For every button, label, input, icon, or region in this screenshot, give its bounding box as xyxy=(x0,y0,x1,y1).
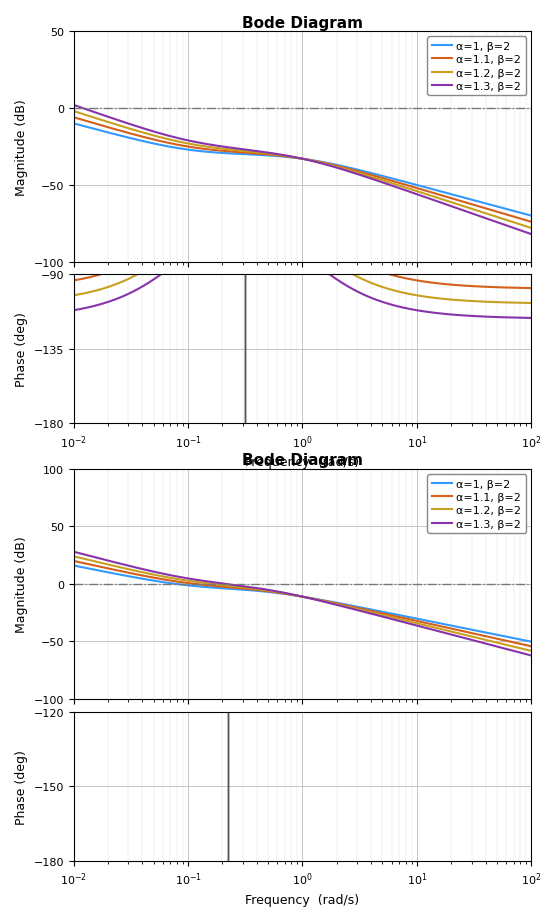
α=1, β=2 xyxy=(94,565,100,576)
α=1.2, β=2 xyxy=(528,223,535,234)
α=1.3, β=2 xyxy=(514,647,521,658)
α=1.3, β=2 xyxy=(515,647,522,658)
α=1, β=2 xyxy=(528,637,535,648)
α=1, β=2 xyxy=(431,617,437,628)
Line: α=1.1, β=2: α=1.1, β=2 xyxy=(74,561,531,647)
Legend: α=1, β=2, α=1.1, β=2, α=1.2, β=2, α=1.3, β=2: α=1, β=2, α=1.1, β=2, α=1.2, β=2, α=1.3,… xyxy=(427,475,526,534)
α=1, β=2 xyxy=(514,634,521,645)
α=1.2, β=2 xyxy=(70,551,77,562)
Line: α=1.3, β=2: α=1.3, β=2 xyxy=(74,106,531,235)
Y-axis label: Magnitude (dB): Magnitude (dB) xyxy=(15,536,28,632)
α=1.3, β=2 xyxy=(293,153,299,164)
Y-axis label: Phase (deg): Phase (deg) xyxy=(15,312,28,386)
α=1, β=2 xyxy=(431,185,437,196)
α=1.1, β=2 xyxy=(94,561,100,572)
α=1, β=2 xyxy=(528,211,535,222)
Title: Bode Diagram: Bode Diagram xyxy=(242,15,363,31)
α=1.1, β=2 xyxy=(515,639,522,650)
α=1, β=2 xyxy=(281,589,287,599)
Line: α=1, β=2: α=1, β=2 xyxy=(74,124,531,217)
α=1.3, β=2 xyxy=(94,108,100,119)
α=1.3, β=2 xyxy=(528,230,535,241)
α=1, β=2 xyxy=(293,153,299,164)
α=1.1, β=2 xyxy=(515,213,522,224)
α=1, β=2 xyxy=(281,152,287,163)
α=1.2, β=2 xyxy=(514,642,521,653)
α=1.2, β=2 xyxy=(528,646,535,657)
α=1.2, β=2 xyxy=(293,153,299,164)
α=1.3, β=2 xyxy=(281,150,287,161)
Line: α=1.2, β=2: α=1.2, β=2 xyxy=(74,557,531,651)
Y-axis label: Magnitude (dB): Magnitude (dB) xyxy=(15,98,28,195)
α=1.1, β=2 xyxy=(281,151,287,162)
α=1, β=2 xyxy=(515,208,522,219)
α=1.2, β=2 xyxy=(515,219,522,230)
α=1.3, β=2 xyxy=(431,625,437,636)
α=1, β=2 xyxy=(515,634,522,645)
α=1, β=2 xyxy=(70,560,77,571)
α=1.1, β=2 xyxy=(528,641,535,652)
α=1.2, β=2 xyxy=(94,557,100,568)
Y-axis label: Phase (deg): Phase (deg) xyxy=(15,749,28,824)
α=1.3, β=2 xyxy=(70,100,77,111)
α=1.2, β=2 xyxy=(431,622,437,633)
α=1, β=2 xyxy=(293,590,299,601)
α=1.1, β=2 xyxy=(431,619,437,630)
α=1, β=2 xyxy=(514,208,521,219)
α=1.1, β=2 xyxy=(94,119,100,130)
Line: α=1, β=2: α=1, β=2 xyxy=(74,566,531,642)
α=1.3, β=2 xyxy=(528,650,535,661)
α=1.2, β=2 xyxy=(515,642,522,653)
α=1.1, β=2 xyxy=(514,213,521,224)
α=1.1, β=2 xyxy=(293,153,299,164)
Line: α=1.3, β=2: α=1.3, β=2 xyxy=(74,552,531,656)
α=1.3, β=2 xyxy=(514,225,521,236)
α=1.1, β=2 xyxy=(431,189,437,200)
α=1, β=2 xyxy=(70,118,77,129)
α=1.1, β=2 xyxy=(514,638,521,649)
α=1.3, β=2 xyxy=(94,553,100,564)
α=1, β=2 xyxy=(94,125,100,136)
α=1.2, β=2 xyxy=(94,114,100,125)
α=1.2, β=2 xyxy=(293,590,299,601)
α=1.1, β=2 xyxy=(281,589,287,599)
α=1.2, β=2 xyxy=(70,107,77,118)
X-axis label: Frequency  (rad/s): Frequency (rad/s) xyxy=(245,456,360,468)
Line: α=1.1, β=2: α=1.1, β=2 xyxy=(74,118,531,222)
α=1.3, β=2 xyxy=(293,590,299,601)
α=1.3, β=2 xyxy=(431,196,437,207)
α=1.2, β=2 xyxy=(431,192,437,203)
α=1.1, β=2 xyxy=(70,556,77,567)
α=1.3, β=2 xyxy=(515,225,522,236)
α=1.1, β=2 xyxy=(293,590,299,601)
X-axis label: Frequency  (rad/s): Frequency (rad/s) xyxy=(245,893,360,906)
α=1.2, β=2 xyxy=(514,219,521,230)
Title: Bode Diagram: Bode Diagram xyxy=(242,453,363,468)
α=1.3, β=2 xyxy=(281,588,287,599)
α=1.3, β=2 xyxy=(70,547,77,558)
Line: α=1.2, β=2: α=1.2, β=2 xyxy=(74,112,531,229)
α=1.2, β=2 xyxy=(281,151,287,162)
Legend: α=1, β=2, α=1.1, β=2, α=1.2, β=2, α=1.3, β=2: α=1, β=2, α=1.1, β=2, α=1.2, β=2, α=1.3,… xyxy=(427,37,526,97)
α=1.1, β=2 xyxy=(528,217,535,228)
α=1.2, β=2 xyxy=(281,588,287,599)
α=1.1, β=2 xyxy=(70,113,77,124)
